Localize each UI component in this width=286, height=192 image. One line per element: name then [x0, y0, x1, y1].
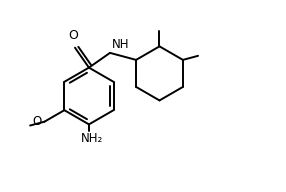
Text: O: O: [32, 115, 41, 128]
Text: NH₂: NH₂: [81, 132, 103, 146]
Text: O: O: [69, 29, 79, 42]
Text: NH: NH: [112, 38, 130, 51]
